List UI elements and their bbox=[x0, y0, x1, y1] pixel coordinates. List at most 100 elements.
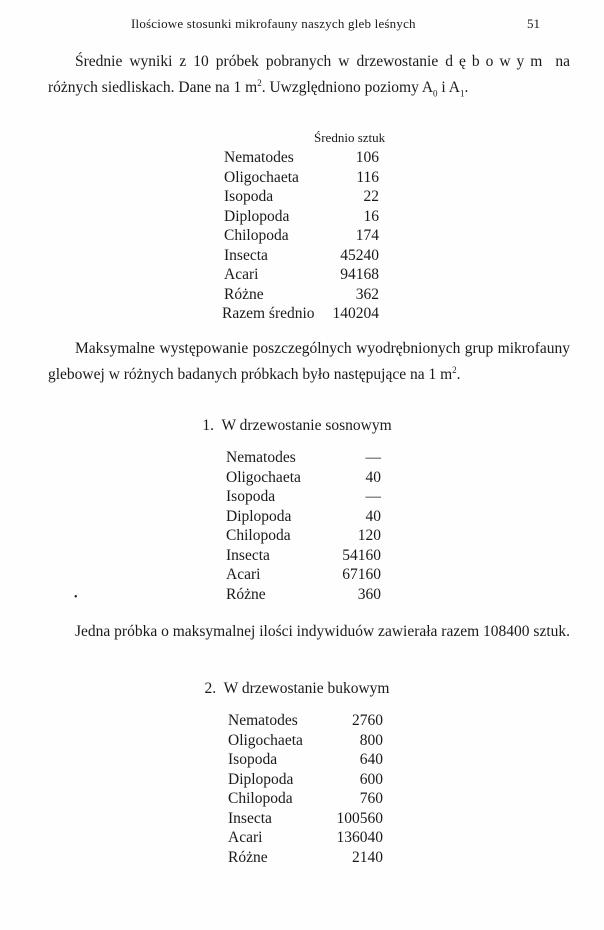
intro-text: . Uwzględniono poziomy A bbox=[261, 78, 434, 96]
taxon-name: Różne bbox=[224, 285, 264, 303]
speck: • bbox=[74, 592, 78, 603]
count-value: 120 bbox=[357, 527, 381, 544]
subscript: 1 bbox=[459, 87, 465, 98]
intro-paragraph: Średnie wyniki z 10 próbek pobranych w d… bbox=[48, 52, 570, 103]
section-heading-pine: 1. W drzewostanie sosnowym bbox=[202, 417, 392, 434]
count-value: 40 bbox=[365, 507, 382, 525]
beech-table: Nematodes 2760 Oligochaeta 800 Isopoda 640 Dip… bbox=[228, 711, 383, 867]
table-row: Chilopoda 120 bbox=[226, 526, 381, 546]
intro-text: na różnych siedliskach. Dane na 1 m bbox=[48, 53, 570, 96]
count-value: 360 bbox=[357, 585, 381, 603]
count-value: 106 bbox=[355, 149, 379, 166]
average-table: Nematodes 106 Oligochaeta 116 Isopoda 22 Diplo… bbox=[224, 148, 379, 304]
count-value: 67160 bbox=[342, 566, 381, 583]
total-label: Razem średnio bbox=[222, 305, 315, 322]
paragraph-text: . bbox=[456, 365, 461, 383]
table-row: Nematodes 2760 bbox=[228, 711, 383, 731]
count-value: 100560 bbox=[336, 809, 384, 827]
intro-text: . bbox=[464, 78, 469, 96]
table-row: Acari 136040 bbox=[228, 828, 383, 848]
taxon-name: Acari bbox=[226, 566, 261, 583]
taxon-name: Diplopoda bbox=[226, 507, 292, 525]
taxon-name: Isopoda bbox=[226, 488, 276, 505]
paragraph-text: Maksymalne występowanie poszczególnych w… bbox=[48, 340, 570, 383]
paragraph-maximum: Maksymalne występowanie poszczególnych w… bbox=[48, 339, 570, 385]
running-title: Ilościowe stosunki mikrofauny naszych gl… bbox=[131, 16, 416, 31]
table-row: Isopoda 640 bbox=[228, 750, 383, 770]
taxon-name: Nematodes bbox=[224, 149, 294, 166]
superscript: 2 bbox=[257, 77, 262, 88]
table-row: Różne 362 bbox=[224, 285, 379, 305]
count-value: 136040 bbox=[336, 829, 384, 846]
table-row: Acari 94168 bbox=[224, 265, 379, 285]
taxon-name: Insecta bbox=[228, 809, 272, 827]
taxon-name: Nematodes bbox=[226, 449, 296, 466]
table-row: Isopoda — bbox=[226, 487, 381, 507]
table-row: Chilopoda 174 bbox=[224, 226, 379, 246]
taxon-name: Chilopoda bbox=[228, 790, 293, 807]
total-row: Razem średnio 140204 bbox=[222, 304, 379, 324]
table-row: Różne 360 bbox=[226, 585, 381, 605]
table-row: Oligochaeta 800 bbox=[228, 731, 383, 751]
intro-text: Średnie wyniki z 10 próbek pobranych w d… bbox=[75, 53, 446, 70]
table-row: Insecta 45240 bbox=[224, 246, 379, 266]
count-value: 116 bbox=[356, 168, 379, 186]
count-value: 54160 bbox=[342, 546, 381, 564]
count-value: 45240 bbox=[340, 246, 379, 264]
taxon-name: Nematodes bbox=[228, 712, 298, 729]
table-row: Diplopoda 16 bbox=[224, 207, 379, 227]
paragraph-text: Jedna próbka o maksymalnej ilości indywi… bbox=[75, 623, 571, 640]
taxon-name: Diplopoda bbox=[224, 207, 290, 225]
table-row: Diplopoda 40 bbox=[226, 507, 381, 527]
intro-text: i A bbox=[437, 78, 460, 96]
count-value: 760 bbox=[359, 790, 383, 807]
superscript: 2 bbox=[452, 364, 457, 375]
taxon-name: Oligochaeta bbox=[226, 468, 301, 486]
count-value: 40 bbox=[365, 468, 382, 486]
taxon-name: Oligochaeta bbox=[224, 168, 299, 186]
count-value: 600 bbox=[359, 770, 383, 788]
count-value: 174 bbox=[355, 227, 379, 244]
table-row: Nematodes — bbox=[226, 448, 381, 468]
table-row: Acari 67160 bbox=[226, 565, 381, 585]
pine-table: Nematodes — Oligochaeta 40 Isopoda — Diplopoda… bbox=[226, 448, 381, 604]
taxon-name: Chilopoda bbox=[226, 527, 291, 544]
column-header: Średnio sztuk bbox=[314, 130, 386, 145]
count-value: 800 bbox=[359, 731, 383, 749]
count-value: — bbox=[365, 449, 382, 466]
taxon-name: Acari bbox=[228, 829, 263, 846]
page-number: 51 bbox=[527, 16, 540, 31]
total-value: 140204 bbox=[332, 305, 380, 322]
count-value: 640 bbox=[359, 751, 383, 768]
taxon-name: Isopoda bbox=[224, 188, 274, 205]
taxon-name: Acari bbox=[224, 266, 259, 283]
intro-spaced-word: dębowym bbox=[445, 53, 549, 70]
count-value: 22 bbox=[363, 188, 380, 205]
count-value: 16 bbox=[363, 207, 380, 225]
table-row: Oligochaeta 116 bbox=[224, 168, 379, 188]
count-value: 2760 bbox=[352, 712, 383, 729]
taxon-name: Insecta bbox=[226, 546, 270, 564]
taxon-name: Różne bbox=[226, 585, 266, 603]
taxon-name: Oligochaeta bbox=[228, 731, 303, 749]
table-row: Insecta 100560 bbox=[228, 809, 383, 829]
taxon-name: Diplopoda bbox=[228, 770, 294, 788]
taxon-name: Isopoda bbox=[228, 751, 278, 768]
paragraph-sample: Jedna próbka o maksymalnej ilości indywi… bbox=[48, 622, 570, 643]
taxon-name: Różne bbox=[228, 848, 268, 866]
table-row: Isopoda 22 bbox=[224, 187, 379, 207]
subscript: 0 bbox=[433, 87, 438, 98]
table-row: Oligochaeta 40 bbox=[226, 468, 381, 488]
table-row: Insecta 54160 bbox=[226, 546, 381, 566]
table-row: Nematodes 106 bbox=[224, 148, 379, 168]
count-value: 2140 bbox=[352, 848, 383, 866]
table-row: Diplopoda 600 bbox=[228, 770, 383, 790]
count-value: — bbox=[365, 488, 382, 505]
count-value: 362 bbox=[355, 285, 379, 303]
count-value: 94168 bbox=[340, 266, 379, 283]
table-row: Chilopoda 760 bbox=[228, 789, 383, 809]
table-row: Różne 2140 bbox=[228, 848, 383, 868]
taxon-name: Chilopoda bbox=[224, 227, 289, 244]
section-heading-beech: 2. W drzewostanie bukowym bbox=[204, 680, 390, 697]
